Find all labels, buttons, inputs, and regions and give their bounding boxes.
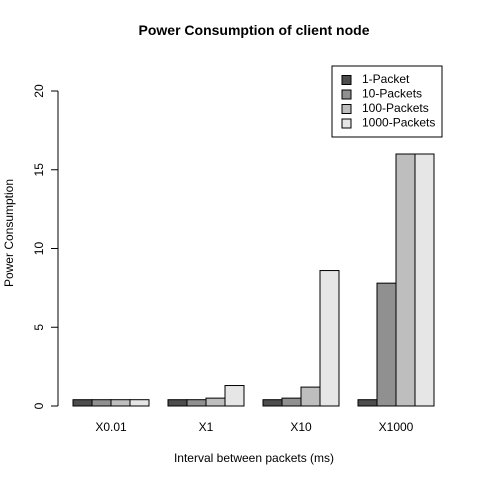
legend-label: 1000-Packets: [362, 116, 435, 130]
bar-x10-1000-packets: [319, 270, 340, 407]
bar-x0_01-10-packets: [91, 399, 112, 407]
legend-swatch: [341, 89, 352, 100]
bar-x1-100-packets: [205, 397, 226, 407]
x-tick-label: X10: [290, 420, 312, 434]
y-tick-label: 10: [32, 242, 46, 256]
chart-title: Power Consumption of client node: [139, 22, 370, 38]
y-tick-label: 5: [32, 324, 46, 331]
legend-swatch: [341, 118, 352, 129]
y-tick-label: 15: [32, 163, 46, 177]
y-tick-label: 20: [32, 84, 46, 98]
bar-x1000-100-packets: [395, 153, 416, 407]
y-axis-label: Power Consumption: [2, 179, 16, 287]
bar-x1000-10-packets: [376, 282, 397, 407]
y-axis: 0 5 10 15 20: [32, 84, 59, 409]
x-tick-label: X1: [199, 420, 214, 434]
x-axis-label: Interval between packets (ms): [174, 451, 334, 465]
bar-x1-1-packet: [167, 399, 188, 407]
bars-group: [72, 153, 435, 407]
legend-swatch: [341, 104, 352, 114]
legend-label: 100-Packets: [362, 101, 429, 115]
legend: 1-Packet10-Packets100-Packets1000-Packet…: [331, 65, 443, 138]
x-axis-ticks: X0.01 X1 X10 X1000: [95, 420, 413, 434]
bar-x10-10-packets: [281, 397, 302, 407]
x-tick-label: X1000: [379, 420, 414, 434]
bar-x0_01-100-packets: [110, 399, 131, 407]
legend-swatch: [341, 75, 352, 85]
bar-x0_01-1000-packets: [129, 399, 150, 407]
y-tick-label: 0: [32, 402, 46, 409]
legend-label: 10-Packets: [362, 87, 422, 101]
bar-x10-100-packets: [300, 386, 321, 407]
bar-x0_01-1-packet: [72, 399, 93, 407]
bar-x1-10-packets: [186, 399, 207, 407]
bar-x1000-1000-packets: [414, 153, 435, 407]
bar-x1-1000-packets: [224, 385, 245, 407]
legend-label: 1-Packet: [362, 72, 410, 86]
bar-x10-1-packet: [262, 399, 283, 407]
x-tick-label: X0.01: [95, 420, 127, 434]
bar-x1000-1-packet: [357, 399, 378, 407]
